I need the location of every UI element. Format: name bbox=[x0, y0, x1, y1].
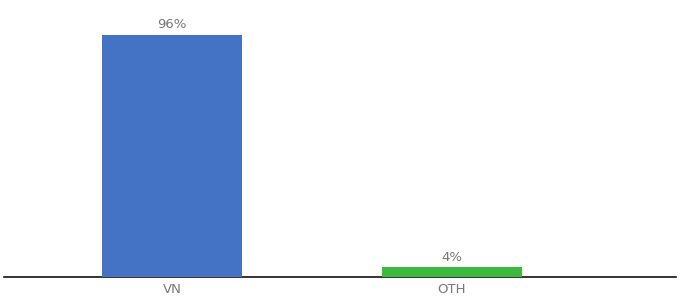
Text: 96%: 96% bbox=[157, 19, 187, 32]
Bar bbox=[102, 34, 242, 277]
Text: 4%: 4% bbox=[441, 251, 462, 264]
Bar bbox=[382, 267, 522, 277]
